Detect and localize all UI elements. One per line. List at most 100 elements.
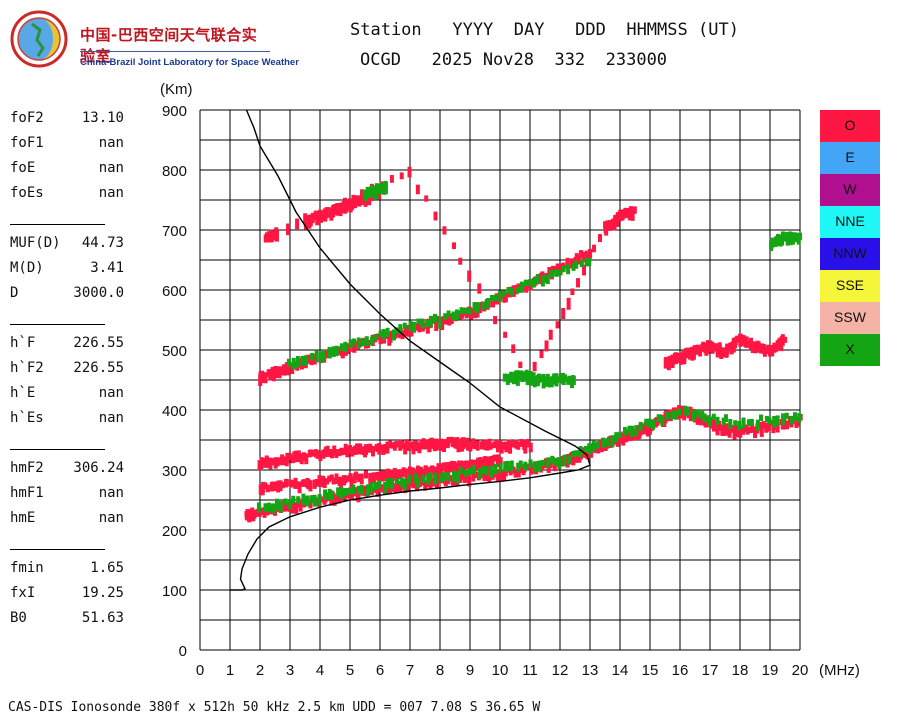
echo-mark [451,311,456,321]
echo-mark [523,442,528,454]
echo-mark [405,482,410,493]
echo-mark [407,328,412,337]
x-tick-label: 13 [582,662,599,679]
echo-mark [287,452,292,461]
echo-mark [369,482,374,493]
echo-mark [371,445,376,457]
echo-mark [627,425,632,434]
echo-mark [399,172,404,180]
echo-mark [306,354,311,364]
echo-mark [271,503,276,514]
y-tick-label: 100 [162,583,187,600]
echo-mark [462,474,467,484]
echo-mark [313,210,318,220]
echo-mark [276,457,281,466]
echo-mark [434,477,439,490]
echo-mark [294,450,299,462]
echo-mark [529,465,534,474]
echo-mark [460,473,465,480]
echo-mark [325,492,330,502]
echo-mark [299,453,304,465]
echo-mark [438,316,443,329]
echo-mark [585,250,590,257]
echo-mark [435,315,440,323]
echo-mark [364,444,369,455]
echo-mark [323,489,328,500]
echo-mark [584,257,589,267]
param-value: nan [98,485,124,501]
echo-mark [515,286,520,294]
panel-divider [10,549,105,550]
echo-mark [389,175,394,183]
echo-mark [334,473,339,480]
echo-mark [498,290,503,302]
echo-mark [300,355,305,367]
param-value: 3000.0 [73,285,124,301]
echo-mark [390,442,395,449]
echo-mark [385,485,390,495]
echo-mark [363,470,368,479]
echo-mark [700,410,705,420]
echo-mark [570,288,575,296]
echo-mark [351,194,356,203]
echo-mark [695,413,700,425]
echo-mark [608,220,613,229]
param-label: hmF1 [10,485,44,501]
echo-mark [302,479,307,487]
echo-mark [571,375,576,386]
echo-mark [785,235,790,246]
echo-mark [420,474,425,483]
echo-mark [383,180,388,191]
echo-mark [656,414,661,423]
echo-mark [591,440,596,452]
echo-mark [733,425,738,433]
echo-mark [770,345,775,357]
echo-mark [467,270,472,282]
echo-mark [596,441,601,449]
echo-mark [376,333,381,341]
legend-item-o: O [820,110,880,142]
echo-mark [476,461,481,470]
echo-mark [353,445,358,455]
echo-mark [691,410,696,422]
echo-mark [592,244,597,253]
echo-mark [698,346,703,357]
echo-mark [371,186,376,196]
echo-mark [441,316,446,324]
echo-mark [295,218,300,230]
echo-mark [630,425,635,438]
echo-mark [532,361,537,372]
echo-mark [261,481,266,493]
param-value: nan [98,410,124,426]
echo-mark [747,419,752,427]
echo-mark [621,434,626,446]
param-label: foE [10,160,36,176]
echo-mark [330,490,335,501]
echo-mark [267,502,272,513]
echo-mark [363,189,368,202]
echo-mark [263,482,268,490]
y-tick-label: 400 [162,403,187,420]
param-value: 226.55 [73,335,124,351]
echo-mark [549,269,554,278]
echo-mark [304,219,309,230]
echo-mark [400,477,405,488]
echo-mark [468,440,473,452]
x-tick-label: 11 [522,662,538,679]
echo-mark [755,419,760,431]
echo-mark [561,308,566,320]
echo-mark [368,443,373,452]
param-label: fmin [10,560,44,576]
echo-mark [503,461,508,472]
echo-mark [545,274,550,285]
echo-mark [497,469,502,481]
echo-mark [355,195,360,204]
echo-mark [342,197,347,205]
echo-mark [543,458,548,468]
x-tick-label: 10 [492,662,509,679]
echo-mark [332,445,337,456]
echo-mark [385,327,390,337]
echo-mark [274,481,279,492]
echo-mark [438,473,443,483]
echo-mark [741,417,746,429]
